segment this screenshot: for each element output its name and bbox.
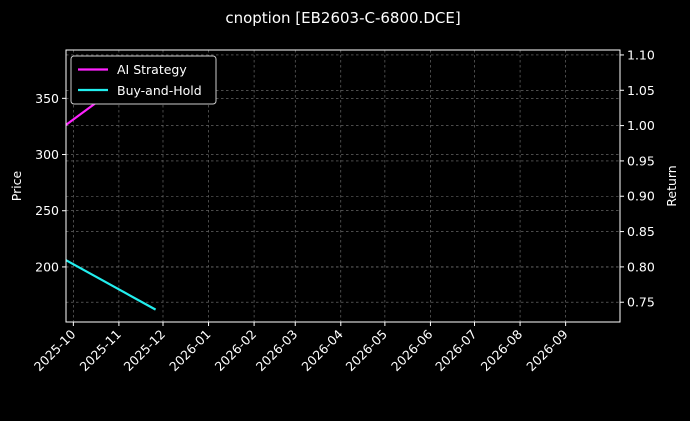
y-tick-label-right: 1.05 xyxy=(627,83,655,98)
y-tick-label-right: 0.75 xyxy=(627,295,655,310)
legend: AI Strategy Buy-and-Hold xyxy=(70,55,217,105)
right-y-axis: 0.75 0.80 0.85 0.90 0.95 1.00 1.05 1.10 xyxy=(620,47,655,310)
y-tick-label-left: 250 xyxy=(35,203,59,218)
legend-label-buy-and-hold: Buy-and-Hold xyxy=(117,83,202,98)
series-line-buy-and-hold xyxy=(65,259,157,311)
y-tick-label-right: 0.90 xyxy=(627,189,655,204)
y-tick-label-right: 1.00 xyxy=(627,118,655,133)
y-tick-label-right: 1.10 xyxy=(627,47,655,62)
y-tick-label-left: 350 xyxy=(35,91,59,106)
y-tick-label-right: 0.80 xyxy=(627,259,655,274)
y-tick-label-left: 300 xyxy=(35,147,59,162)
y-tick-label-right: 0.95 xyxy=(627,153,655,168)
plot-frame xyxy=(65,49,621,323)
y-tick-label-right: 0.85 xyxy=(627,224,655,239)
y-axis-label-right: Return xyxy=(664,165,679,206)
y-tick-label-left: 200 xyxy=(35,259,59,274)
y-axis-label-left: Price xyxy=(9,170,24,201)
chart-title: cnoption [EB2603-C-6800.DCE] xyxy=(225,9,460,27)
legend-label-ai-strategy: AI Strategy xyxy=(117,62,187,77)
left-y-axis: 200 250 300 350 xyxy=(35,91,66,274)
legend-box xyxy=(70,55,217,105)
